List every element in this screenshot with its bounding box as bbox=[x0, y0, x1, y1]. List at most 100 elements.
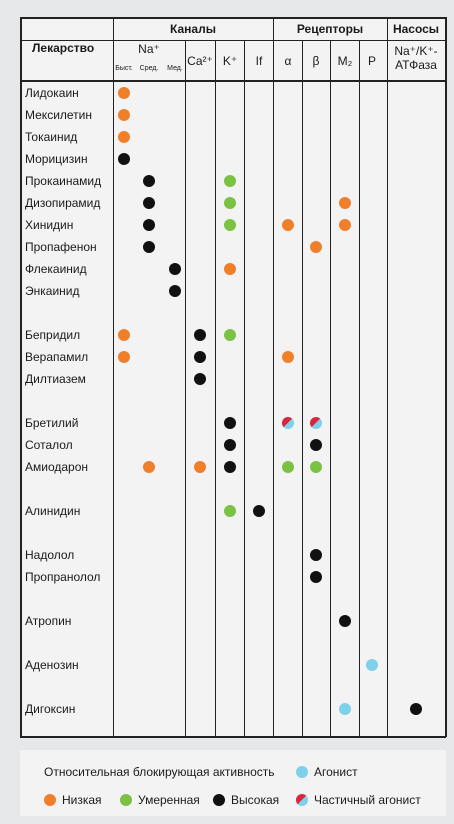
rule bbox=[387, 17, 388, 736]
legend-label: Высокая bbox=[231, 793, 280, 807]
drug-name: Аденозин bbox=[25, 658, 79, 672]
activity-dot bbox=[224, 175, 236, 187]
rule bbox=[20, 736, 446, 738]
activity-dot bbox=[194, 373, 206, 385]
activity-dot bbox=[282, 219, 294, 231]
activity-dot bbox=[339, 703, 351, 715]
activity-dot bbox=[143, 175, 155, 187]
legend-swatch bbox=[120, 794, 132, 806]
activity-dot bbox=[118, 131, 130, 143]
activity-dot bbox=[118, 153, 130, 165]
activity-dot bbox=[143, 219, 155, 231]
activity-dot bbox=[194, 329, 206, 341]
drug-name: Морицизин bbox=[25, 152, 88, 166]
rule bbox=[215, 40, 216, 736]
drug-name: Дилтиазем bbox=[25, 372, 86, 386]
activity-dot bbox=[310, 439, 322, 451]
activity-dot bbox=[224, 219, 236, 231]
drug-name: Лидокаин bbox=[25, 86, 79, 100]
legend-title: Относительная блокирующая активность bbox=[44, 765, 275, 779]
legend-swatch bbox=[44, 794, 56, 806]
activity-dot bbox=[366, 659, 378, 671]
activity-dot bbox=[282, 417, 294, 429]
activity-dot bbox=[339, 219, 351, 231]
drug-name: Верапамил bbox=[25, 350, 89, 364]
drug-name: Мексилетин bbox=[25, 108, 92, 122]
rule bbox=[20, 17, 22, 737]
rule bbox=[20, 40, 446, 41]
activity-dot bbox=[310, 241, 322, 253]
activity-dot bbox=[253, 505, 265, 517]
activity-dot bbox=[143, 241, 155, 253]
activity-dot bbox=[310, 461, 322, 473]
activity-dot bbox=[282, 351, 294, 363]
legend-swatch bbox=[213, 794, 225, 806]
drug-name: Амиодарон bbox=[25, 460, 89, 474]
legend-box bbox=[20, 750, 446, 816]
group-header: Каналы bbox=[170, 22, 216, 36]
rule bbox=[273, 17, 274, 736]
drug-name: Флекаинид bbox=[25, 262, 87, 276]
column-header: Na⁺/K⁺-АТФаза bbox=[394, 44, 438, 72]
rule bbox=[330, 40, 331, 736]
activity-dot bbox=[169, 263, 181, 275]
column-header: α bbox=[284, 54, 292, 68]
activity-dot bbox=[224, 417, 236, 429]
legend-label: Низкая bbox=[62, 793, 102, 807]
drug-name: Бепридил bbox=[25, 328, 81, 342]
rule bbox=[113, 17, 114, 736]
legend-swatch bbox=[296, 766, 308, 778]
drug-name: Пропафенон bbox=[25, 240, 97, 254]
legend-label: Агонист bbox=[314, 765, 358, 779]
column-header: Na⁺ bbox=[138, 42, 160, 56]
activity-dot bbox=[410, 703, 422, 715]
legend-swatch bbox=[296, 794, 308, 806]
column-subheader: Мед. bbox=[167, 65, 183, 72]
drug-name: Соталол bbox=[25, 438, 73, 452]
activity-dot bbox=[224, 263, 236, 275]
drug-name: Пропранолол bbox=[25, 570, 101, 584]
column-subheader: Быст. bbox=[115, 65, 133, 72]
drug-name: Надолол bbox=[25, 548, 75, 562]
activity-dot bbox=[194, 351, 206, 363]
column-header: M₂ bbox=[337, 54, 353, 68]
rule bbox=[244, 40, 245, 736]
column-header: β bbox=[312, 54, 320, 68]
column-header: If bbox=[255, 54, 263, 68]
rule bbox=[20, 80, 446, 82]
column-header: P bbox=[367, 54, 377, 68]
legend-label: Умеренная bbox=[138, 793, 200, 807]
drug-header: Лекарство bbox=[32, 41, 95, 55]
group-header: Рецепторы bbox=[296, 22, 364, 36]
drug-name: Бретилий bbox=[25, 416, 79, 430]
column-header: Ca²⁺ bbox=[187, 54, 213, 68]
activity-dot bbox=[310, 571, 322, 583]
activity-dot bbox=[310, 417, 322, 429]
rule bbox=[359, 40, 360, 736]
drug-name: Дигоксин bbox=[25, 702, 76, 716]
activity-dot bbox=[224, 505, 236, 517]
rule bbox=[20, 17, 446, 19]
activity-dot bbox=[224, 197, 236, 209]
drug-name: Токаинид bbox=[25, 130, 78, 144]
activity-dot bbox=[194, 461, 206, 473]
activity-dot bbox=[143, 461, 155, 473]
activity-dot bbox=[282, 461, 294, 473]
activity-dot bbox=[339, 615, 351, 627]
drug-name: Дизопирамид bbox=[25, 196, 101, 210]
activity-dot bbox=[224, 461, 236, 473]
rule bbox=[302, 40, 303, 736]
activity-dot bbox=[118, 87, 130, 99]
drug-name: Энкаинид bbox=[25, 284, 80, 298]
column-subheader: Сред. bbox=[139, 65, 159, 72]
activity-dot bbox=[118, 351, 130, 363]
drug-name: Алинидин bbox=[25, 504, 81, 518]
drug-name: Атропин bbox=[25, 614, 72, 628]
activity-dot bbox=[310, 549, 322, 561]
drug-name: Хинидин bbox=[25, 218, 74, 232]
activity-dot bbox=[169, 285, 181, 297]
table-bg bbox=[20, 17, 446, 737]
legend-label: Частичный агонист bbox=[314, 793, 421, 807]
group-header: Насосы bbox=[392, 22, 440, 36]
